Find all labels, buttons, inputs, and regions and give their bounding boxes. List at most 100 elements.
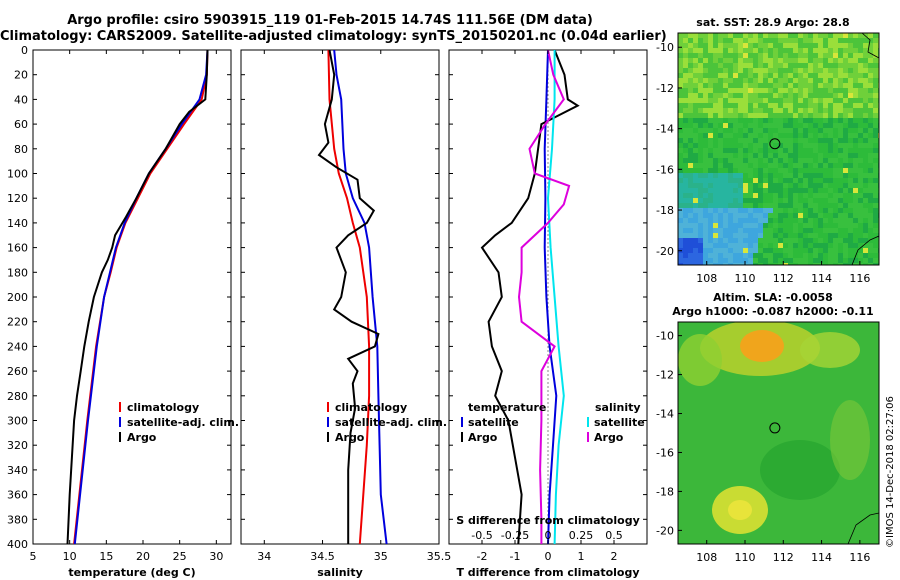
sst-cell bbox=[728, 123, 733, 128]
sst-cell bbox=[723, 158, 728, 163]
sst-cell bbox=[678, 63, 683, 68]
sst-cell bbox=[823, 118, 828, 123]
sst-cell bbox=[688, 53, 693, 58]
sst-cell bbox=[718, 113, 723, 118]
sst-cell bbox=[743, 128, 748, 133]
sst-cell bbox=[753, 93, 758, 98]
sst-cell bbox=[858, 258, 863, 263]
sst-cell bbox=[708, 238, 713, 243]
sst-cell bbox=[773, 38, 778, 43]
sst-cell bbox=[738, 93, 743, 98]
sst-cell bbox=[758, 183, 763, 188]
sst-cell bbox=[863, 113, 868, 118]
sst-cell bbox=[753, 58, 758, 63]
sst-cell bbox=[823, 58, 828, 63]
sst-cell bbox=[738, 48, 743, 53]
sst-cell bbox=[788, 143, 793, 148]
sst-cell bbox=[823, 213, 828, 218]
sst-cell bbox=[718, 138, 723, 143]
sst-cell bbox=[828, 208, 833, 213]
sst-cell bbox=[738, 263, 743, 265]
sst-cell bbox=[733, 83, 738, 88]
sst-cell bbox=[738, 173, 743, 178]
sst-cell bbox=[853, 233, 858, 238]
sst-cell bbox=[693, 223, 698, 228]
sst-cell bbox=[793, 193, 798, 198]
sst-cell bbox=[713, 43, 718, 48]
sst-cell bbox=[773, 213, 778, 218]
sst-cell bbox=[723, 148, 728, 153]
sst-cell bbox=[728, 213, 733, 218]
sst-cell bbox=[728, 43, 733, 48]
sst-cell bbox=[843, 68, 848, 73]
sst-cell bbox=[733, 163, 738, 168]
legend-label-climatology: climatology bbox=[127, 401, 199, 414]
sst-cell bbox=[873, 53, 878, 58]
sst-cell bbox=[863, 33, 868, 38]
sst-cell bbox=[718, 258, 723, 263]
sst-cell bbox=[703, 178, 708, 183]
sst-cell bbox=[783, 43, 788, 48]
sst-cell bbox=[738, 58, 743, 63]
sst-cell bbox=[793, 238, 798, 243]
sst-cell bbox=[703, 183, 708, 188]
sst-cell bbox=[783, 243, 788, 248]
depth-tick-label: 200 bbox=[7, 291, 28, 304]
sst-cell bbox=[733, 263, 738, 265]
sst-cell bbox=[758, 178, 763, 183]
sst-cell bbox=[758, 43, 763, 48]
sst-cell bbox=[853, 223, 858, 228]
sst-cell bbox=[758, 68, 763, 73]
sst-cell bbox=[848, 208, 853, 213]
sst-cell bbox=[758, 173, 763, 178]
sst-cell bbox=[693, 243, 698, 248]
sst-cell bbox=[693, 248, 698, 253]
sst-cell bbox=[748, 218, 753, 223]
sst-cell bbox=[853, 68, 858, 73]
sst-cell bbox=[848, 158, 853, 163]
sst-cell bbox=[848, 68, 853, 73]
sst-cell bbox=[838, 238, 843, 243]
sst-cell bbox=[678, 203, 683, 208]
sst-cell bbox=[858, 183, 863, 188]
sst-cell bbox=[693, 158, 698, 163]
sst-cell bbox=[793, 143, 798, 148]
sst-cell bbox=[753, 208, 758, 213]
sst-cell bbox=[678, 258, 683, 263]
sst-cell bbox=[838, 78, 843, 83]
sst-cell bbox=[783, 88, 788, 93]
sst-cell bbox=[773, 153, 778, 158]
sst-cell bbox=[708, 148, 713, 153]
sst-cell bbox=[768, 243, 773, 248]
legend-label-argo: Argo bbox=[127, 431, 157, 444]
sst-cell bbox=[678, 193, 683, 198]
sst-cell bbox=[733, 243, 738, 248]
sst-cell bbox=[743, 248, 748, 253]
sst-cell bbox=[793, 263, 798, 265]
sst-cell bbox=[713, 218, 718, 223]
sst-cell bbox=[763, 103, 768, 108]
sst-cell bbox=[748, 128, 753, 133]
sst-cell bbox=[818, 123, 823, 128]
sst-cell bbox=[793, 173, 798, 178]
sst-cell bbox=[768, 183, 773, 188]
sst-cell bbox=[753, 168, 758, 173]
sst-cell bbox=[768, 163, 773, 168]
map-x-tick-label: 108 bbox=[696, 551, 717, 564]
sst-cell bbox=[788, 118, 793, 123]
sst-cell bbox=[823, 153, 828, 158]
sst-cell bbox=[748, 93, 753, 98]
sst-cell bbox=[843, 93, 848, 98]
sst-cell bbox=[873, 113, 878, 118]
sst-cell bbox=[793, 223, 798, 228]
sst-cell bbox=[743, 253, 748, 258]
sst-cell bbox=[768, 213, 773, 218]
sst-cell bbox=[868, 188, 873, 193]
sst-cell bbox=[873, 193, 878, 198]
sst-cell bbox=[823, 243, 828, 248]
sst-cell bbox=[838, 258, 843, 263]
sst-cell bbox=[763, 233, 768, 238]
sst-cell bbox=[683, 68, 688, 73]
sst-cell bbox=[803, 108, 808, 113]
sst-cell bbox=[863, 173, 868, 178]
